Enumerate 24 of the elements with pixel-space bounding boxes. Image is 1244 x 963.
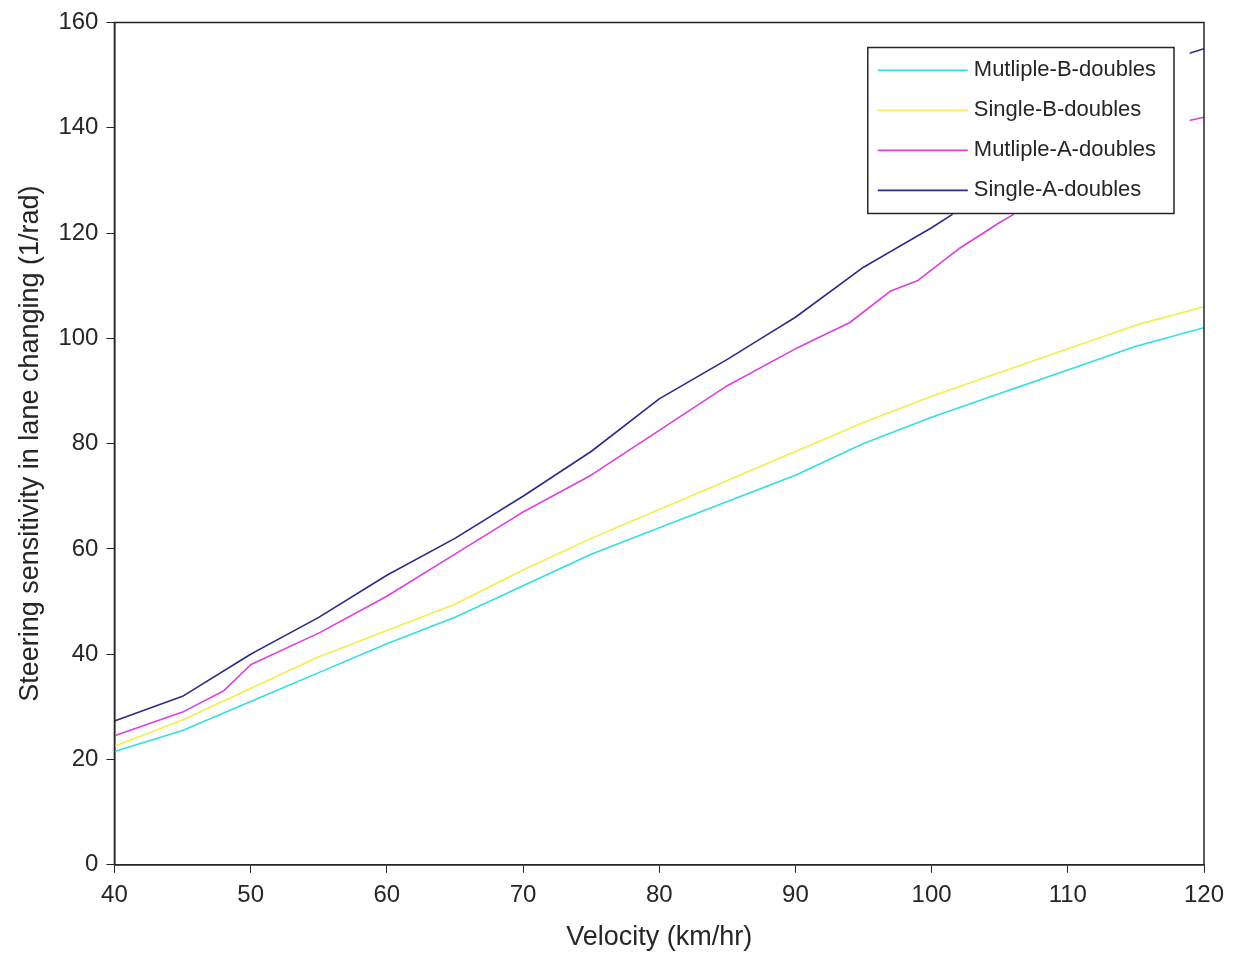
y-tick-label: 100 — [58, 322, 99, 350]
x-axis-title: Velocity (km/hr) — [566, 921, 753, 952]
x-tick-label: 90 — [782, 879, 809, 907]
x-tick-label: 50 — [237, 879, 264, 907]
x-tick-label: 40 — [101, 879, 128, 907]
y-axis-title: Steering sensitivity in lane changing (1/rad) — [13, 185, 44, 702]
x-tick-label: 120 — [1183, 879, 1225, 907]
y-tick-label: 40 — [71, 638, 99, 666]
y-tick-label: 20 — [71, 744, 99, 772]
x-tick-label: 80 — [645, 879, 673, 907]
y-tick-label: 160 — [58, 7, 99, 35]
y-tick-label: 140 — [58, 112, 99, 140]
legend-label: Mutliple-B-doubles — [973, 56, 1156, 82]
legend-label: Mutliple-A-doubles — [973, 136, 1156, 162]
x-tick-label: 60 — [373, 879, 401, 907]
legend-label: Single-B-doubles — [973, 96, 1142, 122]
x-tick-label: 70 — [509, 879, 537, 907]
y-tick-label: 0 — [85, 849, 99, 877]
y-tick-label: 120 — [58, 217, 99, 245]
legend-label: Single-A-doubles — [973, 176, 1142, 202]
x-tick-label: 110 — [1048, 879, 1087, 907]
x-tick-label: 100 — [911, 879, 952, 907]
y-tick-label: 80 — [71, 428, 99, 456]
y-tick-label: 60 — [71, 533, 99, 561]
